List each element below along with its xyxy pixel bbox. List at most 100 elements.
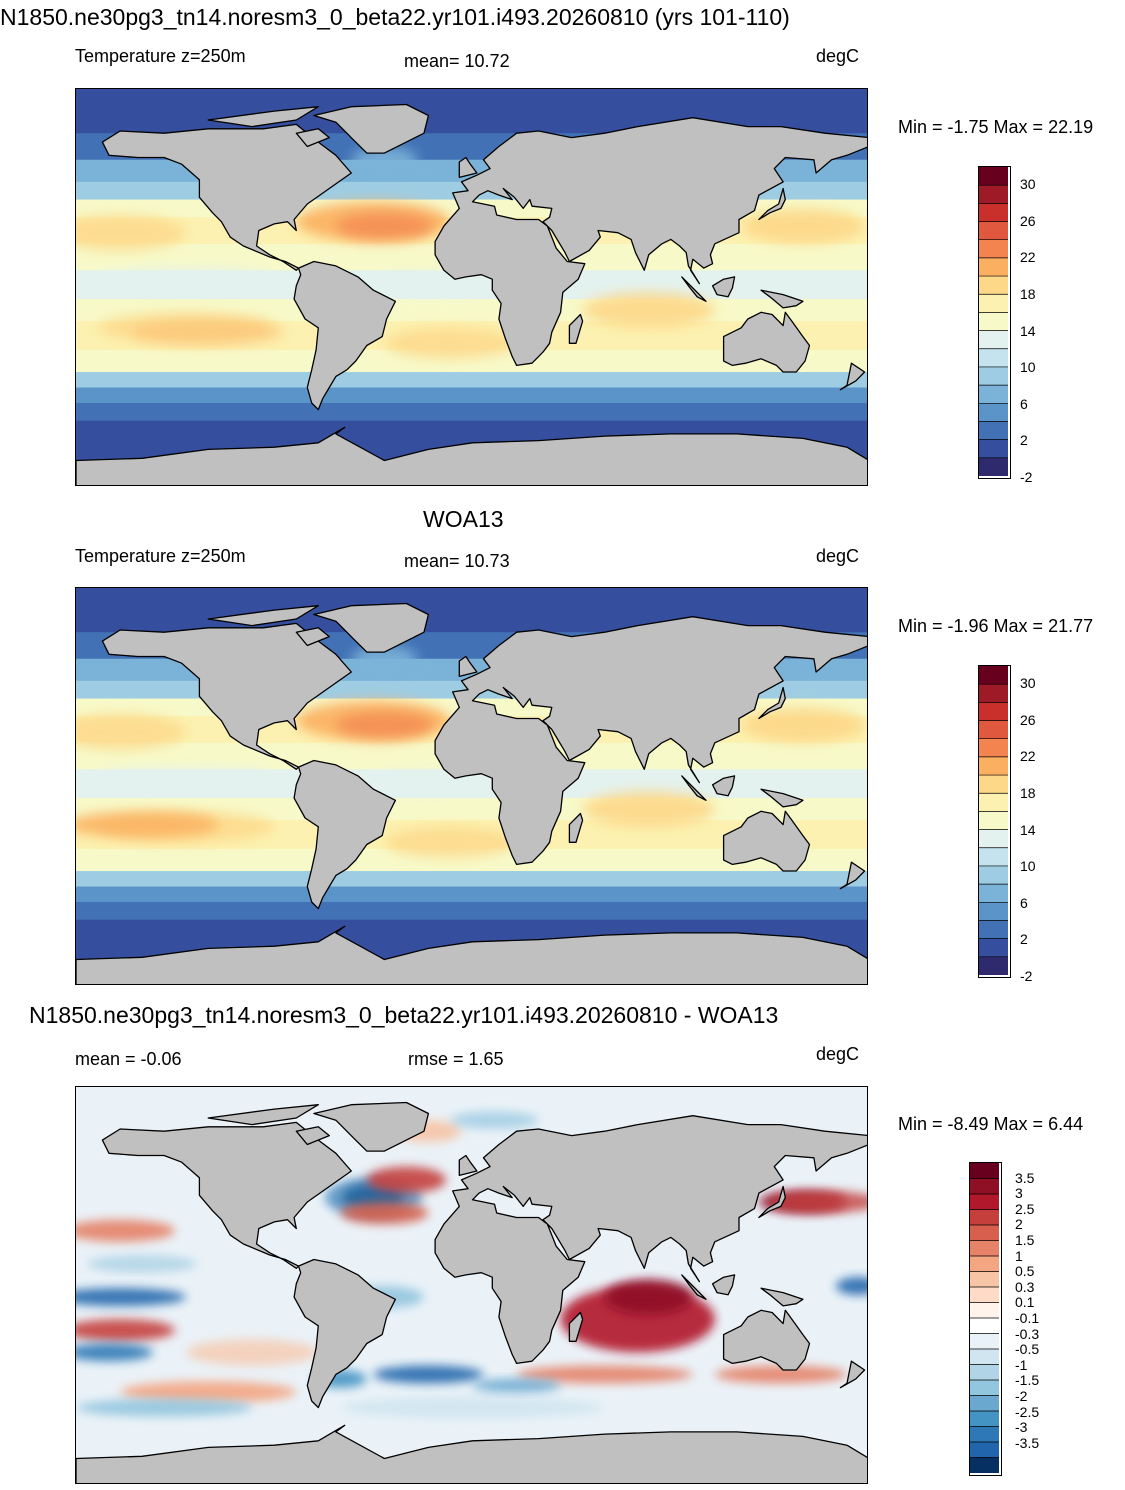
field-blob [186, 1339, 319, 1366]
land-polygon [722, 810, 811, 872]
land-polygon [458, 156, 478, 179]
land-polygon [313, 602, 430, 653]
colorbar-tick-label: -1.5 [1015, 1372, 1040, 1389]
colorbar-tick-label: 3.5 [1015, 1169, 1035, 1186]
colorbar-swatch [970, 1457, 999, 1473]
colorbar-swatch [970, 1287, 999, 1303]
land-polygon [711, 1274, 736, 1296]
land-polygon [434, 616, 867, 866]
land-polygon [293, 1258, 397, 1409]
field-band [76, 349, 867, 373]
colorbar-swatch [970, 1364, 999, 1381]
colorbar-tick-label: 2 [1020, 432, 1028, 449]
colorbar-swatch [970, 1411, 999, 1427]
land-polygon [568, 812, 584, 843]
colorbar-tick-label: -3 [1015, 1419, 1028, 1436]
colorbar-swatch [979, 756, 1008, 776]
field-band [76, 402, 867, 422]
colorbar-swatch [979, 457, 1008, 476]
field-blob [373, 1365, 484, 1384]
colorbar-swatch [970, 1426, 999, 1443]
land-polygon [681, 276, 707, 302]
colorbar-swatch [979, 203, 1008, 223]
colorbar-tick-label: 14 [1020, 821, 1036, 838]
colorbar-tick-label: 30 [1020, 176, 1036, 193]
colorbar-swatch [970, 1333, 999, 1350]
colorbar-tick-label: 6 [1020, 395, 1028, 412]
colorbar-tick-label: -0.1 [1015, 1310, 1040, 1326]
panel3-map [75, 1086, 868, 1484]
colorbar-tick-label: 0.1 [1015, 1294, 1035, 1311]
colorbar-tick-label: 2 [1020, 931, 1028, 948]
field-blob [604, 1279, 693, 1315]
colorbar-swatch [970, 1225, 999, 1241]
colorbar-tick-label: 10 [1020, 858, 1036, 875]
land-polygon [839, 861, 866, 890]
colorbar-tick-label: 14 [1020, 322, 1036, 339]
panel3-units-label: degC [816, 1044, 860, 1064]
land-polygon [434, 117, 867, 367]
land-polygon [434, 1115, 867, 1365]
colorbar-tick-label: -1 [1015, 1356, 1028, 1373]
panel3-rmse-label: rmse = 1.65 [408, 1049, 504, 1069]
field-blob [835, 1277, 867, 1295]
field-blob [335, 212, 433, 240]
colorbar-swatch [979, 366, 1008, 386]
field-blob [340, 1396, 605, 1419]
field-blob [76, 811, 220, 838]
colorbar-tick-label: 1.5 [1015, 1232, 1035, 1248]
panel1-colorbar [978, 166, 1011, 479]
colorbar-swatch [979, 276, 1008, 295]
colorbar-swatch [979, 385, 1008, 404]
colorbar-swatch [979, 793, 1008, 812]
colorbar-swatch [979, 811, 1008, 831]
field-blob [87, 1255, 198, 1273]
land-polygon [722, 311, 811, 373]
colorbar-tick-label: 2 [1015, 1216, 1023, 1233]
panel2-variable-label: Temperature z=250m [75, 546, 246, 566]
colorbar-swatch [979, 221, 1008, 241]
colorbar-tick-label: 18 [1020, 785, 1036, 802]
colorbar-tick-label: -0.5 [1015, 1341, 1040, 1358]
colorbar-swatch [979, 956, 1008, 975]
colorbar-tick-label: 0.5 [1015, 1263, 1035, 1280]
field-band [76, 372, 867, 388]
colorbar-swatch [979, 684, 1008, 703]
colorbar-swatch [979, 294, 1008, 313]
field-blob [741, 208, 865, 244]
field-blob [741, 707, 865, 743]
colorbar-swatch [970, 1302, 999, 1319]
colorbar-swatch [970, 1318, 999, 1334]
colorbar-tick-label: 22 [1020, 249, 1036, 266]
colorbar-tick-label: -2 [1015, 1388, 1028, 1404]
land-polygon [293, 260, 397, 411]
land-polygon [722, 1309, 811, 1371]
panel2-title: WOA13 [423, 506, 504, 532]
land-polygon [76, 426, 867, 485]
panel3-minmax-label: Min = -8.49 Max = 6.44 [898, 1114, 1084, 1134]
field-blob [366, 1166, 447, 1194]
land-polygon [207, 605, 319, 627]
field-blob [340, 1201, 429, 1225]
field-blob [335, 711, 433, 739]
field-blob [582, 791, 715, 827]
land-polygon [76, 1424, 867, 1483]
colorbar-swatch [970, 1209, 999, 1226]
colorbar-tick-label: 18 [1020, 286, 1036, 303]
colorbar-swatch [979, 847, 1008, 867]
field-blob [76, 1219, 176, 1242]
field-band [76, 886, 867, 903]
colorbar-swatch [970, 1256, 999, 1272]
field-blob [120, 1381, 297, 1404]
colorbar-swatch [979, 185, 1008, 204]
colorbar-tick-label: 30 [1020, 675, 1036, 692]
colorbar-swatch [979, 720, 1008, 740]
colorbar-swatch [979, 312, 1008, 332]
land-polygon [313, 1101, 430, 1152]
colorbar-swatch [979, 738, 1008, 758]
land-polygon [758, 1185, 786, 1219]
field-band [76, 387, 867, 404]
panel2-colorbar [978, 665, 1011, 978]
field-blob [76, 1343, 154, 1362]
field-band [76, 871, 867, 887]
